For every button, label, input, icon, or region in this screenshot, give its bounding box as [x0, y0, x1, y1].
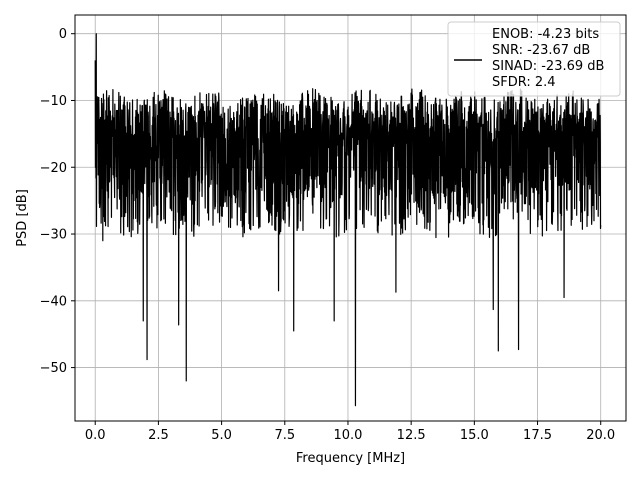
- x-tick-label: 20.0: [586, 428, 615, 443]
- y-tick-label: −30: [40, 228, 67, 243]
- y-tick-label: −50: [40, 361, 67, 376]
- y-axis-title: PSD [dB]: [15, 189, 30, 247]
- y-tick-label: −40: [40, 294, 67, 309]
- x-tick-label: 10.0: [333, 428, 362, 443]
- x-tick-label: 7.5: [274, 428, 295, 443]
- ticks: 0.0 2.5 5.0 7.5 10.0 12.5 15.0 17.5 20.0 0 −10 −20 −…: [40, 27, 616, 443]
- y-tick-label: −20: [40, 161, 67, 176]
- legend-label-snr: SNR: -23.67 dB: [492, 43, 590, 58]
- legend: ENOB: -4.23 bits SNR: -23.67 dB SINAD: -…: [447, 21, 621, 97]
- legend-box: [447, 21, 621, 97]
- x-tick-label: 12.5: [397, 428, 426, 443]
- legend-label-enob: ENOB: -4.23 bits: [492, 27, 599, 42]
- legend-label-sfdr: SFDR: 2.4: [492, 75, 556, 90]
- y-tick-label: −10: [40, 94, 67, 109]
- plot-area: [94, 33, 602, 407]
- x-tick-label: 2.5: [148, 428, 169, 443]
- x-tick-label: 15.0: [460, 428, 489, 443]
- x-tick-label: 0.0: [85, 428, 106, 443]
- x-tick-label: 5.0: [211, 428, 232, 443]
- psd-series-line: [94, 33, 602, 407]
- axes-frame: [74, 14, 627, 422]
- x-axis-title: Frequency [MHz]: [296, 451, 405, 466]
- x-tick-label: 17.5: [523, 428, 552, 443]
- legend-label-sinad: SINAD: -23.69 dB: [492, 59, 604, 74]
- y-tick-label: 0: [59, 27, 67, 42]
